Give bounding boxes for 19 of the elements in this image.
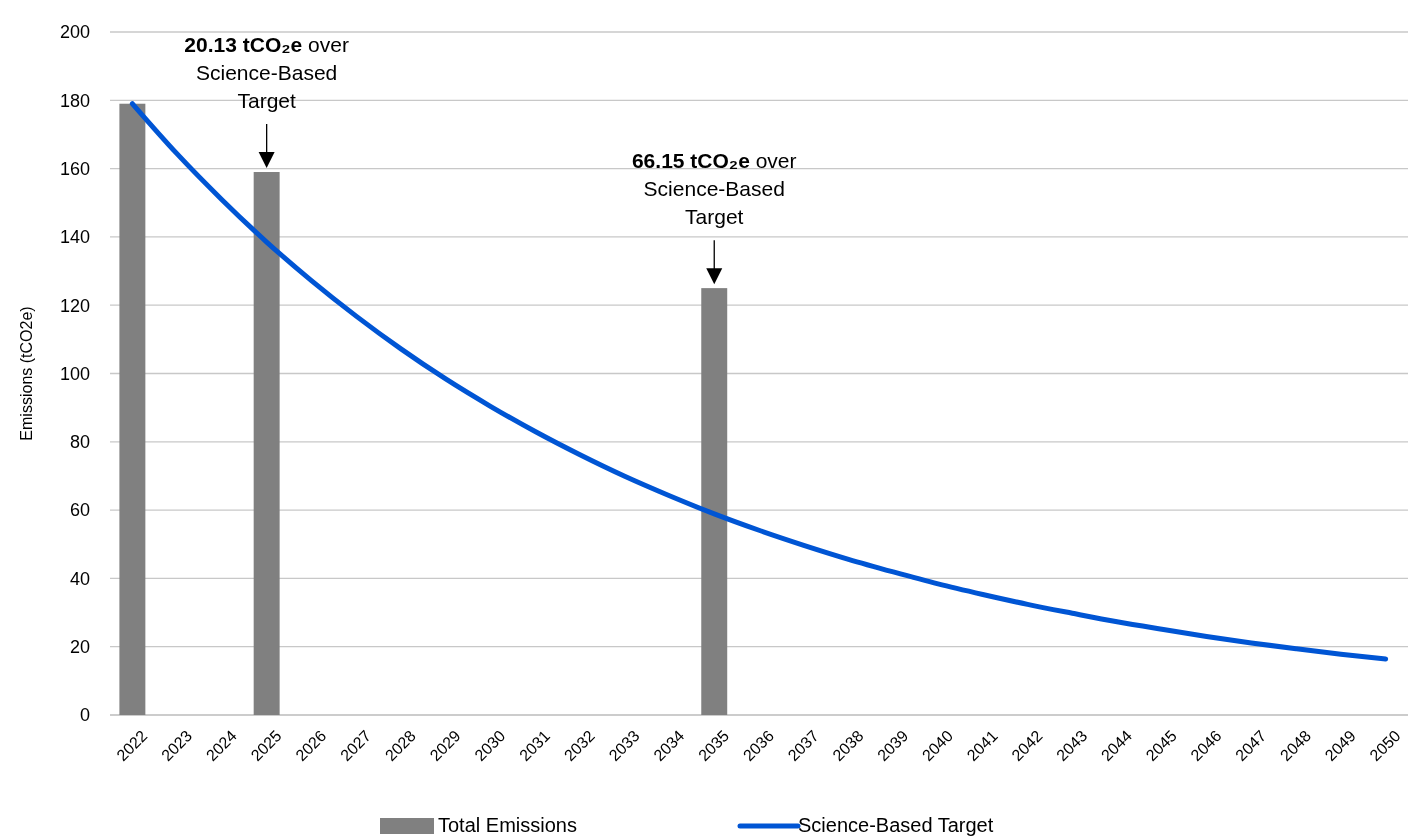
y-axis-title: Emissions (tCO2e) (18, 306, 35, 441)
bar (253, 172, 280, 715)
y-tick-label: 200 (59, 22, 90, 43)
legend-label: Science-Based Target (798, 814, 994, 836)
y-tick-label: 120 (59, 295, 90, 316)
y-tick-label: 140 (59, 227, 90, 248)
y-tick-label: 0 (79, 705, 90, 726)
y-tick-label: 80 (69, 432, 90, 453)
annotation: 66.15 tCO₂e over Science-Based Target (631, 149, 797, 229)
bar (701, 288, 728, 715)
y-tick-label: 180 (59, 90, 90, 111)
y-tick-label: 100 (59, 363, 90, 384)
y-tick-label: 160 (59, 158, 90, 179)
y-tick-label: 20 (69, 637, 90, 657)
legend-label: Total Emissions (438, 814, 577, 836)
y-tick-label: 40 (69, 568, 90, 589)
annotation: 20.13 tCO₂e over Science-Based Target (184, 33, 349, 113)
y-tick-label: 60 (69, 500, 90, 521)
bar (119, 103, 146, 715)
